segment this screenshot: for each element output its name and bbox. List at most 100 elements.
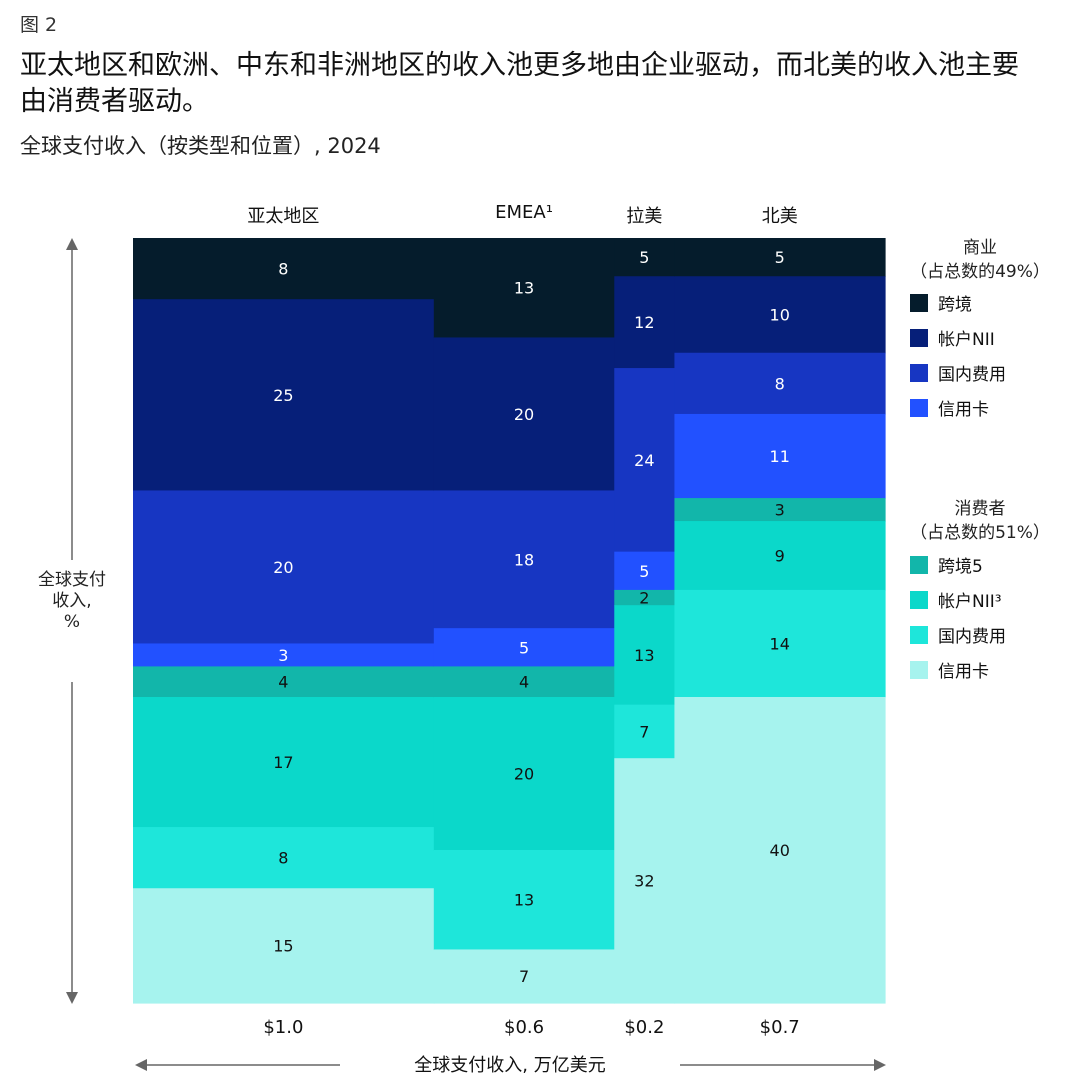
bar-segment (674, 413, 886, 499)
bar-segment (674, 521, 886, 591)
data-label: 20 (514, 405, 534, 424)
bar-segment (674, 276, 886, 354)
y-axis-arrow-down-icon (66, 992, 78, 1004)
data-label: 4 (278, 673, 288, 692)
bar-segment (433, 628, 615, 667)
column-label: 亚太地区 (247, 206, 320, 227)
data-label: 20 (514, 765, 534, 784)
data-label: 17 (273, 753, 293, 772)
business-legend-item: 国内费用 (910, 360, 1006, 385)
legend-label: 信用卡 (938, 400, 989, 420)
bar-segment (674, 589, 886, 698)
legend-label: 帐户NII³ (938, 592, 1002, 612)
data-label: 8 (278, 260, 288, 279)
bar-segment (614, 238, 676, 277)
legend-label: 国内费用 (938, 365, 1006, 385)
data-label: 13 (634, 646, 654, 665)
data-label: 24 (634, 451, 654, 470)
legend-swatch (910, 363, 928, 382)
consumer-legend-item: 帐户NII³ (910, 587, 1002, 612)
data-label: 8 (775, 374, 785, 393)
bar-segment (614, 368, 676, 553)
data-label: 40 (770, 841, 790, 860)
legend-business-share: （占总数的49%） (910, 262, 1050, 282)
legend-business-heading: 商业 (963, 238, 997, 258)
bar-segment (614, 589, 676, 606)
consumer-legend-item: 跨境5 (910, 552, 983, 577)
legend-label: 帐户NII (938, 330, 995, 350)
legend-label: 信用卡 (938, 662, 989, 682)
data-label: 8 (278, 849, 288, 868)
data-label: 3 (278, 646, 288, 665)
business-legend-item: 信用卡 (910, 395, 989, 420)
data-label: 20 (273, 558, 293, 577)
data-label: 2 (639, 589, 649, 608)
data-label: 15 (273, 937, 293, 956)
bar-segment (433, 238, 615, 339)
bar-segment (674, 352, 886, 415)
bar-segment (674, 498, 886, 522)
bar-segment (614, 551, 676, 591)
legend-swatch (910, 625, 928, 644)
legend-swatch (910, 293, 928, 312)
data-label: 14 (770, 634, 790, 653)
consumer-legend-item: 信用卡 (910, 657, 989, 682)
bar-segment (133, 888, 435, 1004)
data-label: 32 (634, 872, 654, 891)
bar-segment (433, 850, 615, 951)
y-axis-label-line: % (63, 612, 81, 632)
legend-consumer-share: （占总数的51%） (910, 523, 1050, 543)
business-legend-item: 帐户NII (910, 325, 995, 350)
data-label: 4 (519, 673, 529, 692)
bar-segment (133, 238, 435, 300)
legend-label: 国内费用 (938, 627, 1006, 647)
data-label: 7 (519, 967, 529, 986)
y-axis-arrow-up-icon (66, 238, 78, 250)
data-label: 5 (639, 562, 649, 581)
bar-segment (133, 666, 435, 698)
data-label: 13 (514, 891, 534, 910)
legend-label: 跨境 (938, 295, 972, 315)
consumer-legend-item: 国内费用 (910, 622, 1006, 647)
legend-business-title: 商业 （占总数的49%） (900, 236, 1060, 284)
column-label: 北美 (761, 206, 798, 227)
bar-segment (614, 276, 676, 369)
figure-label: 图 2 (20, 14, 58, 36)
legend-label: 跨境5 (938, 557, 983, 577)
data-label: 18 (514, 550, 534, 569)
bar-segment (614, 758, 676, 1004)
data-label: 9 (775, 546, 785, 565)
chart-subtitle: 全球支付收入（按类型和位置）, 2024 (20, 134, 381, 158)
data-label: 5 (519, 638, 529, 657)
data-label: 25 (273, 386, 293, 405)
legend-swatch (910, 660, 928, 679)
x-axis-label: 全球支付收入, 万亿美元 (414, 1055, 606, 1076)
data-label: 10 (770, 306, 790, 325)
data-label: 12 (634, 313, 654, 332)
x-axis-arrow-right-icon (874, 1059, 886, 1071)
y-axis-label: 全球支付 收入, % (22, 570, 122, 633)
legend-swatch (910, 555, 928, 574)
bar-segment (433, 666, 615, 698)
bar-segment (433, 697, 615, 851)
data-label: 5 (775, 248, 785, 267)
bar-segment (133, 697, 435, 828)
y-axis-label-line: 收入, (52, 591, 92, 611)
bar-segment (133, 490, 435, 645)
y-axis-label-line: 全球支付 (38, 570, 106, 590)
x-tick-label: $1.0 (263, 1017, 304, 1038)
x-axis-arrow-left-icon (135, 1059, 147, 1071)
bar-segment (674, 697, 886, 1004)
x-tick-label: $0.7 (759, 1017, 800, 1038)
bar-segment (133, 299, 435, 492)
legend-consumer-heading: 消费者 (954, 499, 1006, 519)
data-label: 3 (775, 501, 785, 520)
bar-segment (433, 949, 615, 1004)
bar-segment (614, 605, 676, 706)
legend-consumer-title: 消费者 （占总数的51%） (900, 497, 1060, 545)
legend-swatch (910, 590, 928, 609)
data-label: 5 (639, 248, 649, 267)
data-label: 7 (639, 722, 649, 741)
column-label: EMEA¹ (495, 202, 553, 223)
